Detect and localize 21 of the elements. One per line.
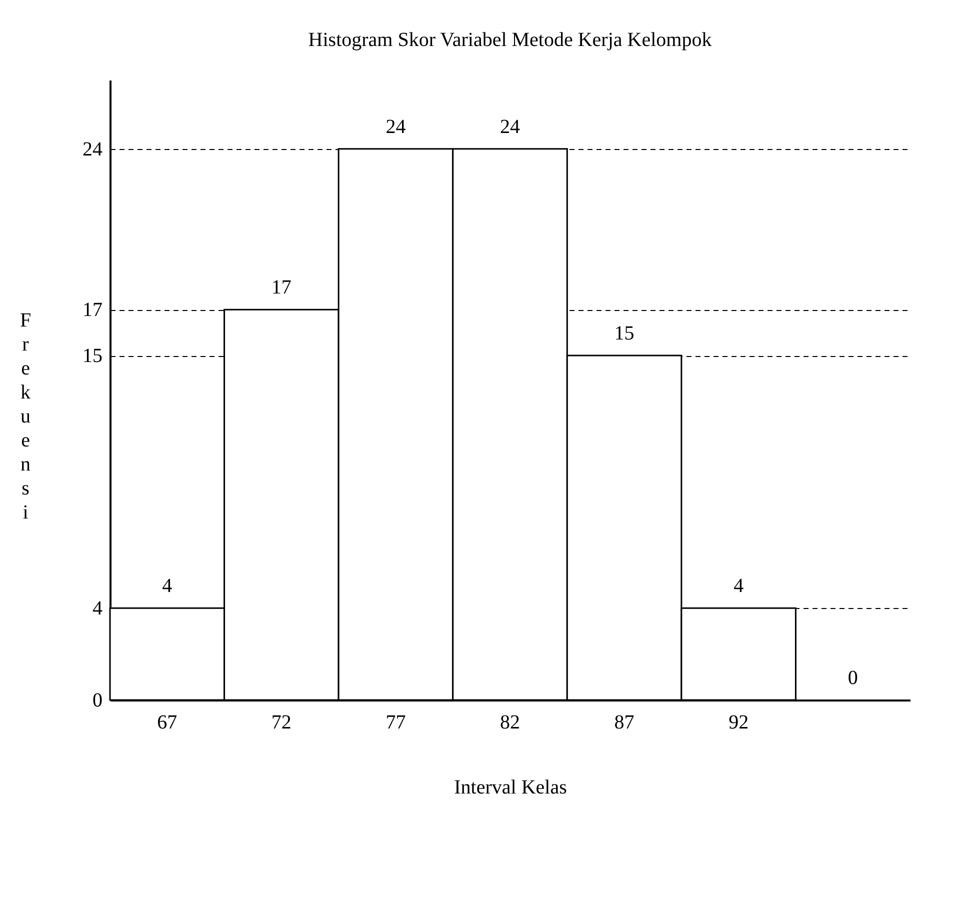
y-tick-label: 17 [82,299,102,322]
x-tick-label: 92 [728,712,749,734]
chart-title: Histogram Skor Variabel Metode Kerja Kelompok [308,29,712,51]
text: Frekuensi [20,310,32,524]
y-tick-label: 0 [92,690,102,712]
y-tick-label: 4 [92,598,102,620]
y-tick-label: 15 [82,345,102,368]
x-tick-label: 82 [500,712,520,734]
data-label: 4 [734,575,744,598]
data-label: 4 [162,575,172,598]
data-label: 0 [848,667,858,689]
x-axis-title: Interval Kelas [454,776,568,798]
x-tick-label: 87 [614,712,634,734]
x-tick-label: 77 [386,712,406,734]
data-label: 24 [500,116,520,138]
data-label: 17 [271,276,292,299]
x-tick-label: 67 [157,712,178,734]
y-tick-label: 24 [82,138,102,160]
data-label: 24 [386,116,406,138]
data-label: 15 [614,322,634,345]
x-tick-label: 72 [271,712,292,734]
